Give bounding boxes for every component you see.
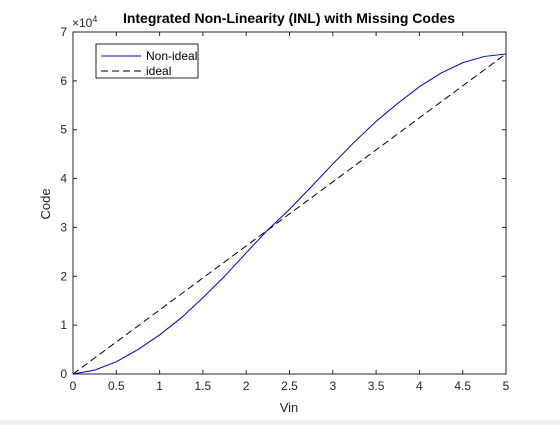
y-tick-label: 1 xyxy=(60,318,67,332)
chart-title: Integrated Non-Linearity (INL) with Miss… xyxy=(123,10,455,26)
svg-text:×104: ×104 xyxy=(72,14,97,30)
y-tick-label: 3 xyxy=(60,220,67,234)
x-tick-label: 3 xyxy=(329,379,336,393)
x-tick-label: 0.5 xyxy=(108,379,125,393)
series-lines xyxy=(72,53,507,375)
x-tick-label: 2 xyxy=(243,379,250,393)
plot-area xyxy=(72,31,507,375)
legend-label: Non-ideal xyxy=(146,49,197,63)
x-tick-label: 5 xyxy=(503,379,510,393)
series-line-ideal xyxy=(72,53,507,375)
x-axis-label: Vin xyxy=(280,400,299,415)
x-tick-label: 2.5 xyxy=(281,379,298,393)
y-axis-label: Code xyxy=(38,188,53,219)
y-tick-label: 0 xyxy=(60,367,67,381)
x-tick-label: 1.5 xyxy=(195,379,212,393)
y-tick-label: 5 xyxy=(60,123,67,137)
x-tick-label: 0 xyxy=(70,379,77,393)
y-tick-label: 7 xyxy=(60,25,67,39)
series-line-non-ideal xyxy=(72,53,507,375)
legend-label: ideal xyxy=(146,64,171,78)
y-axis-exponent-power: 4 xyxy=(92,14,97,24)
legend-box xyxy=(95,43,199,79)
x-tick-label: 4 xyxy=(416,379,423,393)
x-tick-label: 3.5 xyxy=(368,379,385,393)
y-axis-ticks: 0 1 2 3 4 5 6 7 xyxy=(60,25,506,381)
x-axis-ticks: 0 0.5 1 1.5 2 2.5 3 3.5 4 4.5 5 xyxy=(70,32,510,393)
y-tick-label: 6 xyxy=(60,74,67,88)
y-axis-exponent: ×104 xyxy=(72,14,97,30)
y-tick-label: 4 xyxy=(60,172,67,186)
y-tick-label: 2 xyxy=(60,269,67,283)
x-tick-label: 4.5 xyxy=(454,379,471,393)
x-tick-label: 1 xyxy=(156,379,163,393)
y-axis-exponent-base: ×10 xyxy=(72,16,93,30)
